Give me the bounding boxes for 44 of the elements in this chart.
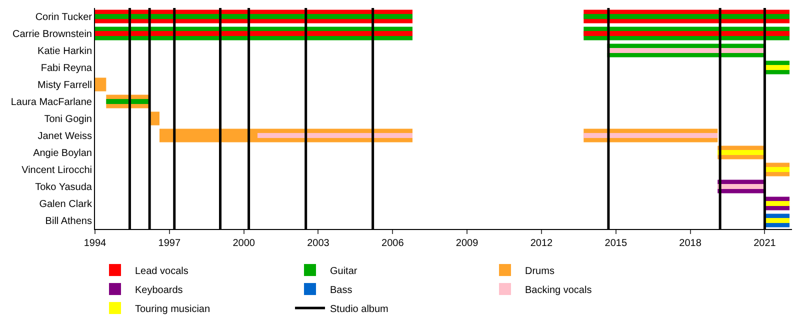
bar: [584, 14, 790, 20]
bar: [764, 200, 790, 206]
x-tick-label: 1997: [158, 238, 181, 249]
legend-label: Guitar: [330, 266, 358, 277]
legend-label: Bass: [330, 284, 352, 296]
bar: [584, 30, 790, 36]
bar: [764, 166, 790, 172]
bar: [764, 218, 790, 224]
bar: [257, 132, 412, 138]
legend-label: Backing vocals: [525, 284, 592, 296]
y-tick-label: Angie Boylan: [33, 148, 92, 159]
y-tick-label: Toni Gogin: [44, 114, 92, 125]
legend-label: Lead vocals: [135, 266, 188, 277]
x-tick-label: 2021: [754, 238, 776, 249]
x-tick-label: 2000: [232, 238, 256, 249]
x-tick-label: 2003: [307, 238, 330, 249]
x-tick-label: 2009: [456, 238, 479, 249]
bar: [95, 78, 106, 92]
y-tick-label: Misty Farrell: [38, 80, 92, 91]
y-tick-label: Janet Weiss: [38, 131, 92, 142]
y-tick-label: Vincent Lirocchi: [22, 165, 92, 176]
x-tick-label: 2015: [604, 238, 628, 249]
bar: [95, 14, 412, 20]
x-tick-label: 2012: [530, 238, 554, 249]
bar: [607, 48, 766, 54]
x-tick-label: 2018: [679, 238, 702, 249]
y-tick-label: Toko Yasuda: [35, 182, 92, 193]
bar: [95, 30, 412, 36]
legend-label: Drums: [525, 266, 554, 277]
y-tick-label: Corin Tucker: [35, 12, 93, 23]
x-tick-label: 1994: [84, 238, 107, 249]
y-tick-label: Galen Clark: [39, 199, 93, 210]
legend-label: Touring musician: [135, 304, 210, 315]
bar: [106, 98, 150, 104]
legend-label: Keyboards: [135, 284, 183, 296]
legend-label: Studio album: [330, 304, 388, 315]
y-tick-label: Carrie Brownstein: [12, 29, 92, 40]
y-tick-label: Katie Harkin: [38, 46, 92, 57]
bar: [584, 132, 718, 138]
y-tick-label: Bill Athens: [45, 216, 92, 227]
bar: [764, 64, 790, 70]
y-tick-label: Fabi Reyna: [40, 63, 92, 74]
x-tick-label: 2006: [382, 238, 404, 249]
y-tick-label: Laura MacFarlane: [10, 97, 92, 108]
